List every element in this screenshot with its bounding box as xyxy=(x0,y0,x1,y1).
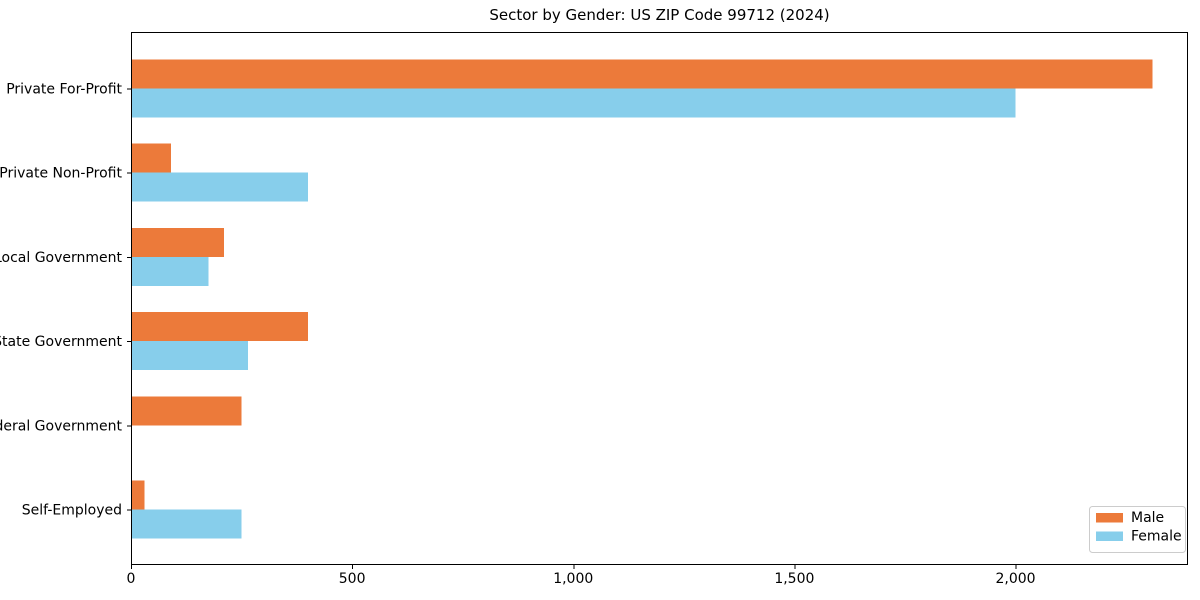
x-tick-label: 0 xyxy=(127,571,136,587)
bar-male-private-non-profit xyxy=(131,143,171,173)
category-label-private-for-profit: Private For-Profit xyxy=(6,81,122,97)
bar-male-state-government xyxy=(131,312,308,342)
bar-female-state-government xyxy=(131,341,249,371)
category-label-local-government: Local Government xyxy=(0,250,123,266)
category-label-federal-government: Federal Government xyxy=(0,418,123,434)
x-tick-label: 2,000 xyxy=(995,571,1035,587)
bar-female-private-non-profit xyxy=(131,172,308,202)
bar-female-local-government xyxy=(131,256,209,286)
bar-male-federal-government xyxy=(131,396,242,426)
bar-female-self-employed xyxy=(131,509,242,539)
plot-frame xyxy=(131,32,1188,565)
category-label-self-employed: Self-Employed xyxy=(22,503,122,519)
category-label-state-government: State Government xyxy=(0,334,122,350)
x-tick-label: 1,000 xyxy=(553,571,593,587)
x-tick-label: 1,500 xyxy=(774,571,814,587)
bar-male-local-government xyxy=(131,227,224,257)
legend-swatch-male xyxy=(1096,513,1123,523)
legend: Male Female xyxy=(1089,506,1186,553)
bar-male-self-employed xyxy=(131,480,145,510)
category-label-private-non-profit: Private Non-Profit xyxy=(0,166,123,182)
x-tick-label: 500 xyxy=(339,571,366,587)
legend-label-male: Male xyxy=(1131,510,1164,526)
bar-male-private-for-profit xyxy=(131,59,1153,89)
bar-female-private-for-profit xyxy=(131,88,1016,118)
legend-label-female: Female xyxy=(1131,529,1182,545)
legend-swatch-female xyxy=(1096,531,1123,541)
chart-title: Sector by Gender: US ZIP Code 99712 (202… xyxy=(489,6,830,24)
